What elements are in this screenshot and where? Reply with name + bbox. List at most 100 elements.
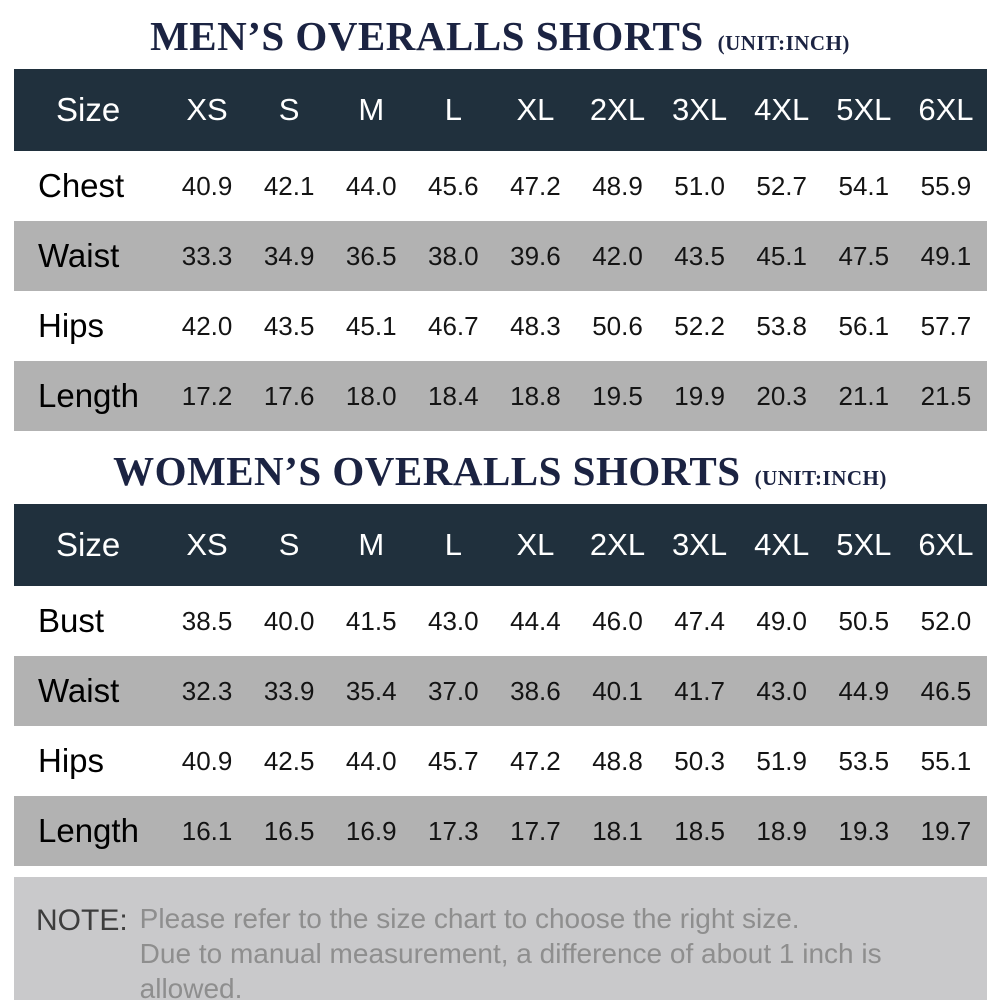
measurement-row-bust: Bust 38.5 40.0 41.5 43.0 44.4 46.0 47.4 49.0 50.5… [14, 586, 987, 657]
note-text: Please refer to the size chart to choose… [140, 902, 971, 1000]
measurement-value: 39.6 [494, 221, 577, 292]
measurement-label: Waist [14, 656, 166, 727]
measurement-value: 43.0 [740, 656, 823, 727]
measurement-value: 19.7 [904, 796, 987, 867]
size-option-5xl: 5XL [822, 504, 905, 587]
mens-size-table: Size XS S M L XL 2XL 3XL 4XL 5XL 6XL Chest 40.9 42.1 4… [14, 69, 987, 432]
measurement-value: 51.0 [658, 151, 741, 222]
measurement-value: 50.3 [658, 726, 741, 797]
size-option-3xl: 3XL [658, 69, 741, 152]
size-option-6xl: 6XL [904, 504, 987, 587]
measurement-value: 38.6 [494, 656, 577, 727]
measurement-value: 49.1 [904, 221, 987, 292]
measurement-value: 34.9 [248, 221, 331, 292]
womens-size-table: Size XS S M L XL 2XL 3XL 4XL 5XL 6XL Bust 38.5 40.0 41… [14, 504, 987, 867]
measurement-value: 32.3 [166, 656, 249, 727]
measurement-value: 47.4 [658, 586, 741, 657]
measurement-value: 38.5 [166, 586, 249, 657]
measurement-row-waist: Waist 33.3 34.9 36.5 38.0 39.6 42.0 43.5 45.1 47.… [14, 221, 987, 292]
measurement-label: Length [14, 796, 166, 867]
measurement-value: 53.5 [822, 726, 905, 797]
measurement-value: 46.7 [412, 291, 495, 362]
measurement-value: 41.5 [330, 586, 413, 657]
measurement-label: Chest [14, 151, 166, 222]
size-option-5xl: 5XL [822, 69, 905, 152]
womens-title-text: WOMEN’S OVERALLS SHORTS [113, 448, 741, 495]
measurement-value: 55.1 [904, 726, 987, 797]
measurement-value: 50.5 [822, 586, 905, 657]
size-option-s: S [248, 504, 331, 587]
measurement-value: 19.3 [822, 796, 905, 867]
measurement-value: 17.6 [248, 361, 331, 432]
measurement-value: 36.5 [330, 221, 413, 292]
measurement-value: 50.6 [576, 291, 659, 362]
size-option-xl: XL [494, 504, 577, 587]
size-option-6xl: 6XL [904, 69, 987, 152]
measurement-value: 41.7 [658, 656, 741, 727]
measurement-value: 16.9 [330, 796, 413, 867]
measurement-value: 43.5 [248, 291, 331, 362]
measurement-value: 42.5 [248, 726, 331, 797]
measurement-label: Length [14, 361, 166, 432]
size-header-row: Size XS S M L XL 2XL 3XL 4XL 5XL 6XL [14, 504, 987, 587]
mens-title-text: MEN’S OVERALLS SHORTS [150, 13, 704, 59]
measurement-row-chest: Chest 40.9 42.1 44.0 45.6 47.2 48.9 51.0 52.7 54.… [14, 151, 987, 222]
measurement-value: 40.1 [576, 656, 659, 727]
measurement-value: 49.0 [740, 586, 823, 657]
size-option-s: S [248, 69, 331, 152]
measurement-row-waist: Waist 32.3 33.9 35.4 37.0 38.6 40.1 41.7 43.0 44.… [14, 656, 987, 727]
size-option-3xl: 3XL [658, 504, 741, 587]
measurement-value: 57.7 [904, 291, 987, 362]
measurement-value: 43.5 [658, 221, 741, 292]
measurement-row-hips: Hips 40.9 42.5 44.0 45.7 47.2 48.8 50.3 51.9 53.5… [14, 726, 987, 797]
size-option-4xl: 4XL [740, 504, 823, 587]
note-line-1: Please refer to the size chart to choose… [139, 903, 800, 935]
measurement-value: 17.7 [494, 796, 577, 867]
measurement-value: 52.2 [658, 291, 741, 362]
measurement-value: 16.1 [166, 796, 249, 867]
measurement-value: 48.9 [576, 151, 659, 222]
measurement-value: 48.8 [576, 726, 659, 797]
size-column-header: Size [14, 69, 166, 152]
size-column-header: Size [14, 504, 166, 587]
measurement-value: 18.5 [658, 796, 741, 867]
measurement-label: Waist [14, 221, 166, 292]
measurement-value: 19.5 [576, 361, 659, 432]
note-line-2: Due to manual measurement, a difference … [139, 937, 882, 1000]
measurement-value: 46.5 [904, 656, 987, 727]
measurement-value: 45.7 [412, 726, 495, 797]
measurement-value: 21.1 [822, 361, 905, 432]
size-header-row: Size XS S M L XL 2XL 3XL 4XL 5XL 6XL [14, 69, 987, 152]
measurement-value: 18.9 [740, 796, 823, 867]
measurement-value: 51.9 [740, 726, 823, 797]
measurement-row-length: Length 16.1 16.5 16.9 17.3 17.7 18.1 18.5 18.9 19… [14, 796, 987, 867]
measurement-value: 38.0 [412, 221, 495, 292]
note-box: NOTE: Please refer to the size chart to … [14, 877, 987, 1000]
measurement-value: 40.9 [166, 151, 249, 222]
measurement-row-length: Length 17.2 17.6 18.0 18.4 18.8 19.5 19.9 20.3 21… [14, 361, 987, 432]
measurement-value: 56.1 [822, 291, 905, 362]
measurement-label: Bust [14, 586, 166, 657]
measurement-value: 47.2 [494, 726, 577, 797]
size-option-2xl: 2XL [576, 504, 659, 587]
measurement-value: 54.1 [822, 151, 905, 222]
measurement-value: 18.0 [330, 361, 413, 432]
note-label: NOTE: [36, 904, 128, 938]
measurement-value: 18.4 [412, 361, 495, 432]
measurement-value: 44.9 [822, 656, 905, 727]
measurement-value: 45.1 [330, 291, 413, 362]
size-option-m: M [330, 69, 413, 152]
measurement-value: 52.0 [904, 586, 987, 657]
measurement-value: 55.9 [904, 151, 987, 222]
measurement-value: 18.8 [494, 361, 577, 432]
size-option-xs: XS [166, 504, 249, 587]
measurement-value: 44.0 [330, 726, 413, 797]
size-option-4xl: 4XL [740, 69, 823, 152]
measurement-value: 17.2 [166, 361, 249, 432]
measurement-row-hips: Hips 42.0 43.5 45.1 46.7 48.3 50.6 52.2 53.8 56.1… [14, 291, 987, 362]
mens-unit-label: (UNIT:INCH) [717, 31, 850, 55]
measurement-value: 48.3 [494, 291, 577, 362]
measurement-value: 42.0 [576, 221, 659, 292]
measurement-value: 47.5 [822, 221, 905, 292]
measurement-value: 46.0 [576, 586, 659, 657]
